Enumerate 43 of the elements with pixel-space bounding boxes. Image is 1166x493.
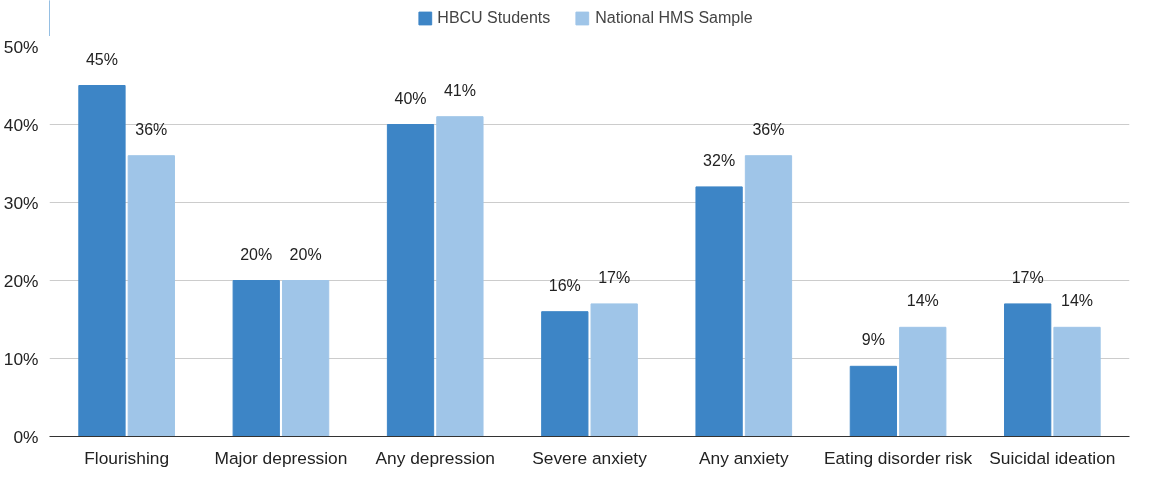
legend-label: National HMS Sample [595,9,753,27]
x-tick-label: Severe anxiety [532,447,648,468]
data-label: 45% [85,50,118,68]
x-tick-label: Eating disorder risk [823,447,973,468]
data-label: 32% [703,151,736,169]
y-tick-label: 40% [3,114,39,135]
x-tick-label: Any depression [375,447,495,468]
y-tick-label: 30% [3,192,39,213]
x-tick-label: Any anxiety [699,447,789,468]
data-label: 40% [394,89,427,107]
bar [127,155,175,437]
bar [744,155,793,437]
bar [849,365,898,437]
bar [695,186,743,437]
x-tick-label: Flourishing [84,447,170,468]
bar [281,280,330,437]
data-label: 20% [240,245,273,263]
x-tick-label: Major depression [214,447,348,468]
y-tick-label: 0% [13,426,39,447]
bar [232,280,280,437]
data-label: 14% [906,292,939,310]
y-tick-label: 20% [3,270,39,291]
bar [78,85,126,437]
x-tick-label: Suicidal ideation [989,447,1116,468]
y-tick-label: 10% [3,348,39,369]
bar [386,124,435,437]
data-label: 14% [1061,292,1094,310]
data-label: 16% [548,276,581,294]
bar [1004,303,1052,437]
data-label: 36% [752,120,785,138]
data-label: 17% [598,268,631,286]
bar [590,303,638,437]
data-label: 9% [861,331,885,349]
data-label: 17% [1011,268,1044,286]
bar [1053,326,1101,437]
data-label: 36% [135,120,168,138]
data-label: 41% [443,81,476,99]
y-tick-label: 50% [3,36,39,57]
bar [436,116,484,437]
bar [541,311,589,437]
data-label: 20% [289,245,322,263]
bar [899,326,947,437]
legend-label: HBCU Students [437,9,551,27]
